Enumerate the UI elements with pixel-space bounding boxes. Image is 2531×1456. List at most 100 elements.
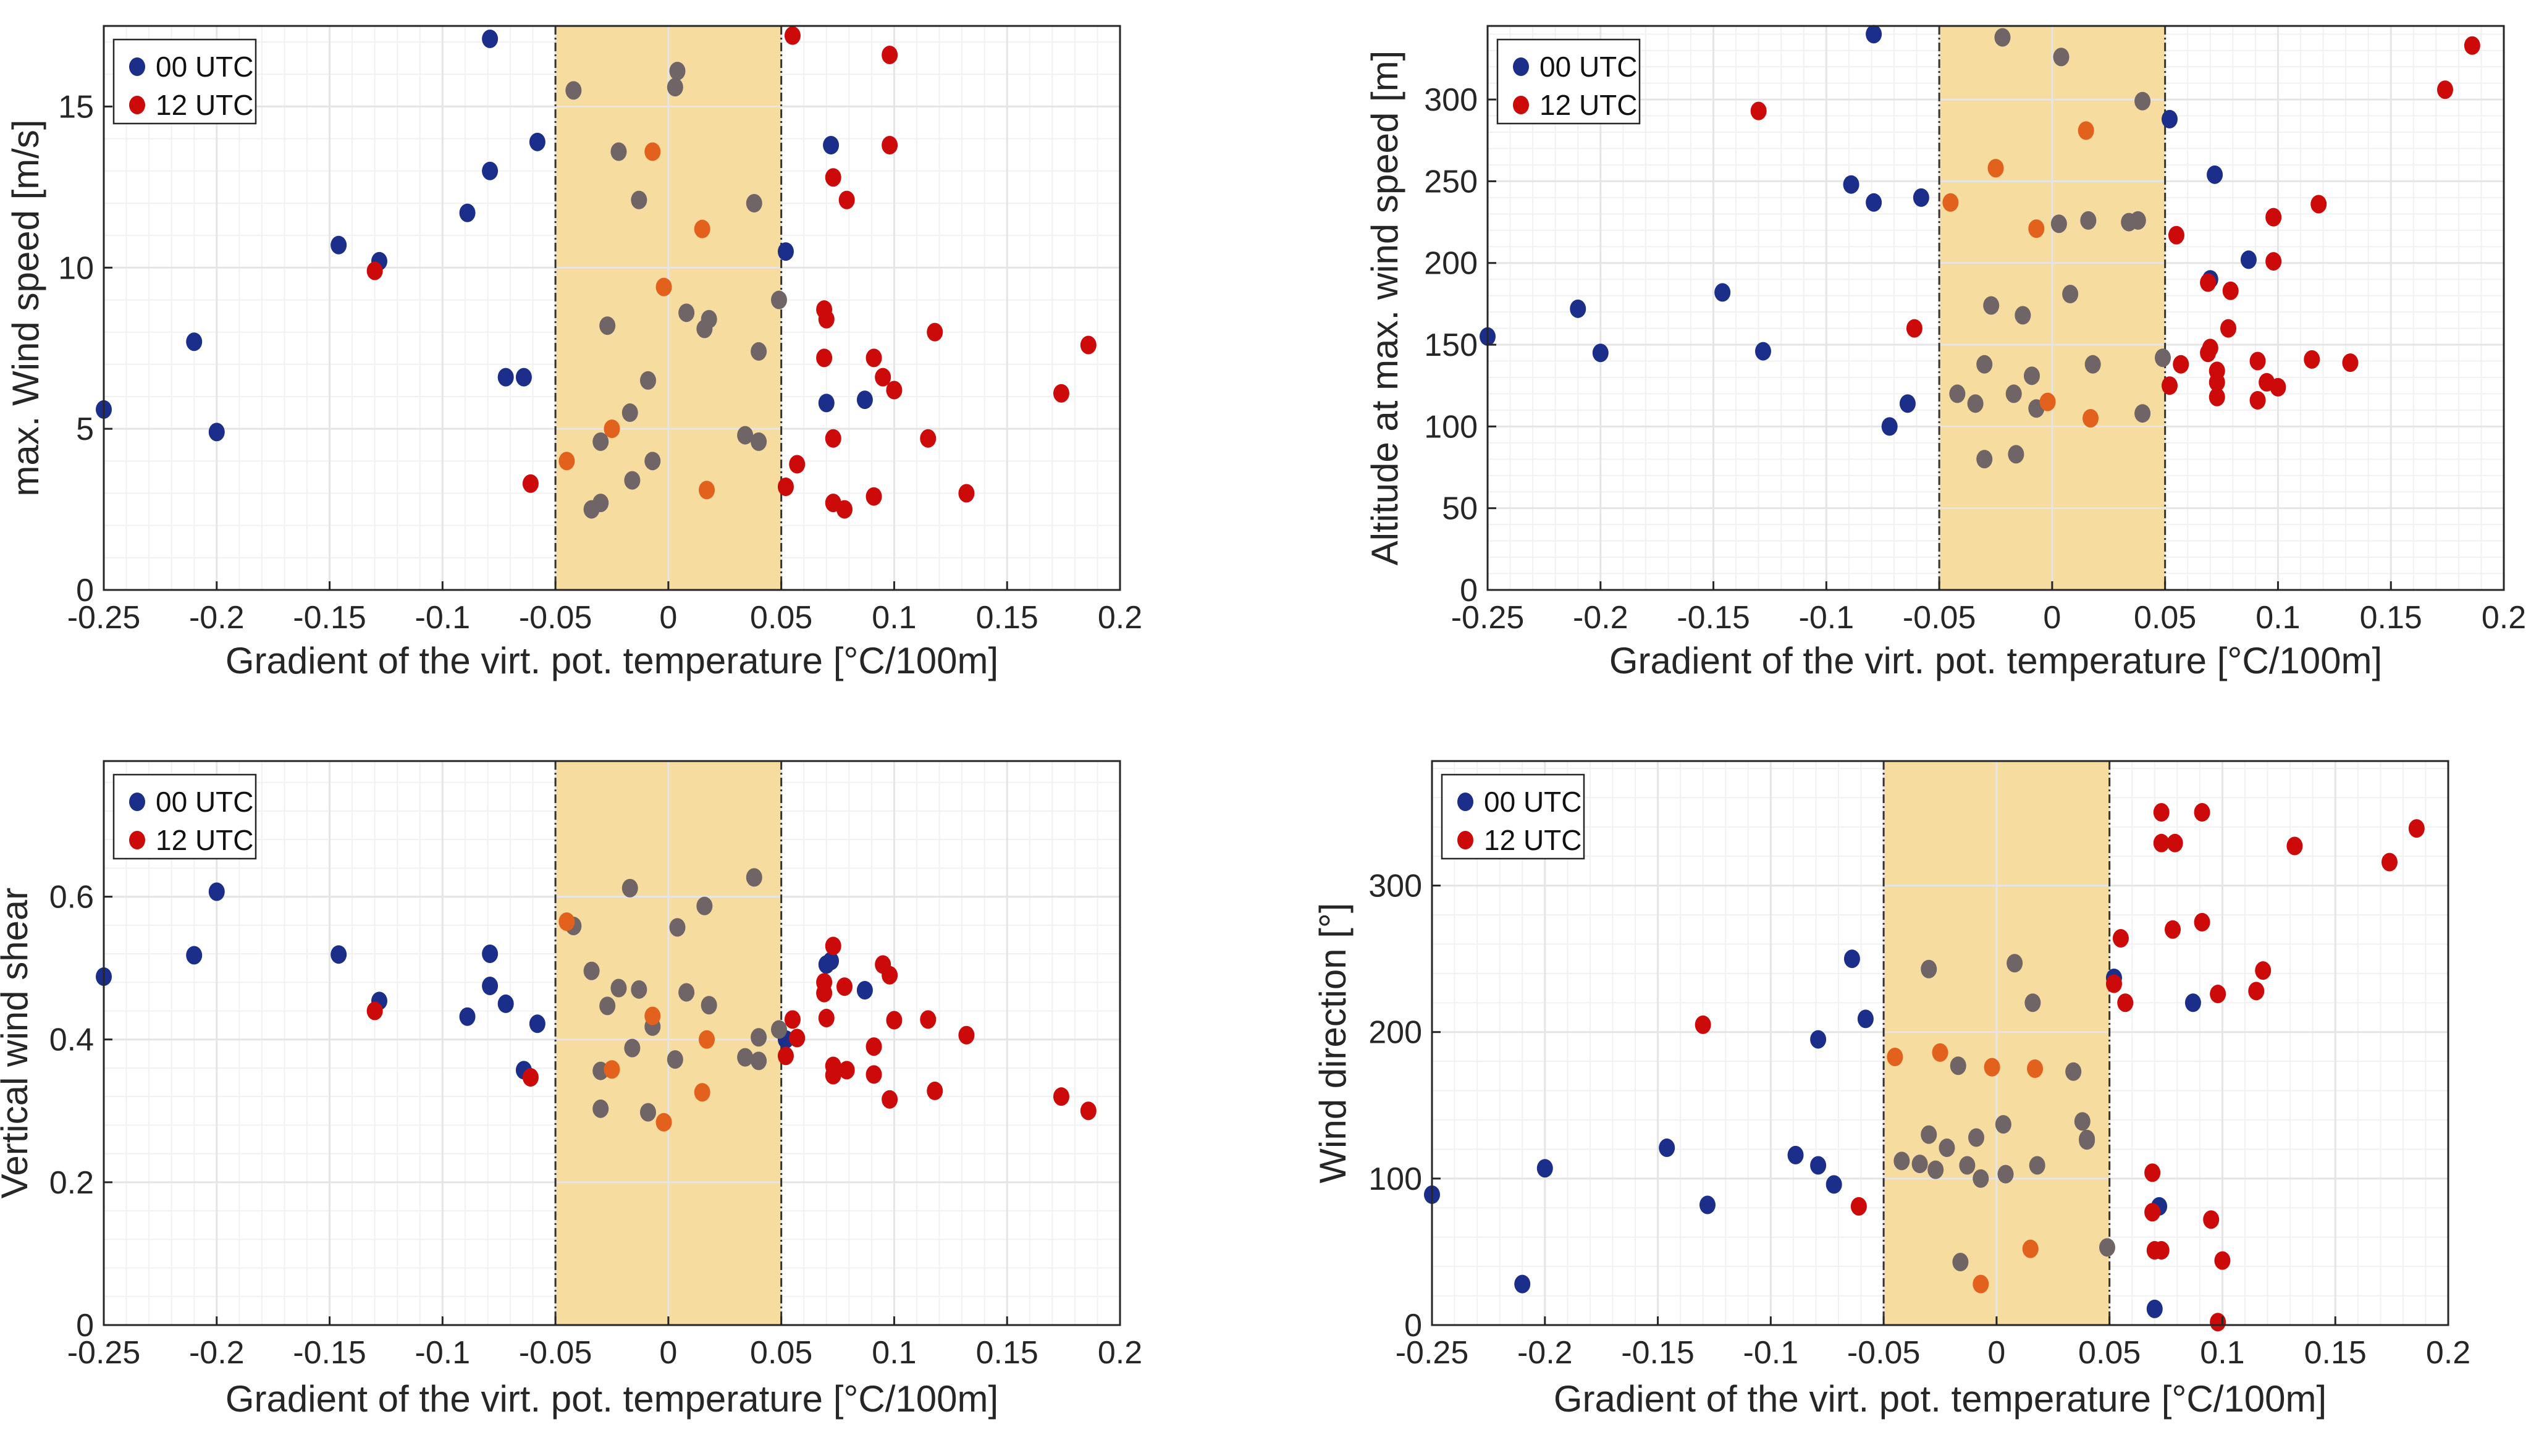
legend-label: 12 UTC	[156, 89, 253, 121]
data-point	[746, 193, 762, 213]
data-point	[497, 994, 514, 1013]
data-point	[1514, 1274, 1531, 1294]
data-point	[882, 45, 898, 64]
data-point	[1973, 1169, 1989, 1188]
legend: 00 UTC 12 UTC	[1441, 773, 1585, 860]
chart-panel-3: -0.25 -0.2 -0.15 -0.1 -0.05 0 0.05 0.1 0.15 0.200…	[0, 760, 1142, 1420]
x-tick-label: 0.05	[2078, 1335, 2141, 1371]
y-tick-label: 0.4	[49, 1022, 94, 1058]
data-point	[1881, 417, 1898, 436]
data-point	[1967, 394, 1984, 413]
x-tick-label: -0.05	[1847, 1335, 1921, 1371]
data-point	[2015, 306, 2031, 325]
data-point	[1053, 1087, 1069, 1106]
data-point	[2153, 833, 2170, 852]
data-point	[621, 878, 638, 898]
x-tick-label: 0.1	[872, 600, 916, 636]
data-point	[1921, 1125, 1937, 1144]
data-point	[816, 348, 833, 368]
data-point	[522, 1067, 539, 1087]
x-tick-label: -0.15	[1677, 600, 1750, 636]
data-point	[1699, 1195, 1716, 1214]
data-point	[1927, 1160, 1944, 1179]
data-point	[751, 342, 767, 361]
data-point	[2464, 36, 2480, 55]
legend-label: 00 UTC	[1484, 786, 1581, 818]
x-tick-label: 0.05	[750, 600, 812, 636]
data-point	[2022, 1239, 2039, 1258]
y-tick-label: 0.2	[49, 1165, 94, 1201]
legend-box	[1496, 38, 1641, 125]
x-tick-label: -0.25	[67, 1335, 141, 1371]
data-point	[1787, 1145, 1804, 1164]
data-point	[2146, 1299, 2163, 1318]
x-tick-label: 0.2	[2482, 600, 2526, 636]
data-point	[1754, 342, 1771, 361]
data-point	[694, 219, 710, 238]
x-tick-label: 0	[2043, 600, 2061, 636]
data-point	[2173, 355, 2189, 374]
data-point	[2134, 404, 2151, 423]
data-point	[751, 432, 767, 452]
y-tick-label: 0	[1404, 1308, 1422, 1344]
data-point	[2129, 211, 2146, 230]
data-point	[366, 261, 383, 280]
data-point	[1659, 1138, 1675, 1158]
data-point	[1714, 283, 1731, 302]
data-point	[2161, 109, 2178, 128]
x-tick-label: -0.2	[1573, 600, 1628, 636]
data-point	[2209, 387, 2225, 406]
data-point	[1913, 188, 1929, 207]
data-point	[1887, 1048, 1903, 1067]
data-point	[818, 309, 835, 329]
data-point	[2134, 91, 2151, 111]
data-point	[2078, 121, 2094, 140]
data-point	[1968, 1128, 1984, 1147]
data-point	[1942, 193, 1959, 212]
data-point	[1983, 296, 2000, 315]
data-point	[1810, 1030, 1827, 1049]
data-point	[789, 455, 806, 474]
data-point	[1995, 1115, 2011, 1134]
data-point	[2194, 803, 2210, 822]
x-tick-label: -0.05	[1903, 600, 1976, 636]
data-point	[784, 1010, 801, 1029]
data-point	[1843, 949, 1860, 969]
data-point	[2240, 250, 2257, 269]
data-point	[1949, 384, 1966, 403]
data-point	[624, 1038, 641, 1058]
legend-marker	[129, 793, 145, 811]
data-point	[459, 203, 476, 222]
data-point	[865, 1065, 882, 1084]
data-point	[1906, 319, 1922, 338]
data-point	[644, 452, 661, 471]
axes-box	[103, 760, 1121, 1326]
data-point	[958, 1025, 975, 1045]
data-point	[631, 190, 647, 209]
data-point	[1976, 450, 1993, 469]
y-tick-label: 15	[58, 89, 94, 125]
data-point	[2080, 211, 2097, 230]
data-point	[678, 303, 695, 322]
data-point	[186, 332, 203, 351]
data-point	[784, 26, 801, 45]
data-point	[610, 978, 627, 998]
data-point	[2265, 208, 2282, 227]
y-tick-label: 150	[1424, 327, 1478, 363]
y-tick-label: 0	[1460, 573, 1478, 608]
data-point	[331, 945, 347, 964]
data-point	[1987, 159, 2004, 178]
data-point	[522, 474, 539, 493]
y-tick-label: 0	[76, 573, 94, 608]
data-point	[610, 142, 627, 161]
legend: 00 UTC 12 UTC	[112, 38, 257, 125]
x-tick-label: -0.2	[189, 600, 245, 636]
data-point	[1592, 343, 1609, 363]
x-tick-label: -0.2	[1517, 1335, 1573, 1371]
data-point	[459, 1007, 476, 1026]
legend: 00 UTC 12 UTC	[112, 773, 257, 860]
legend-label: 12 UTC	[156, 824, 253, 856]
legend-marker	[1457, 793, 1473, 811]
data-point	[2220, 319, 2237, 338]
data-point	[669, 918, 686, 937]
